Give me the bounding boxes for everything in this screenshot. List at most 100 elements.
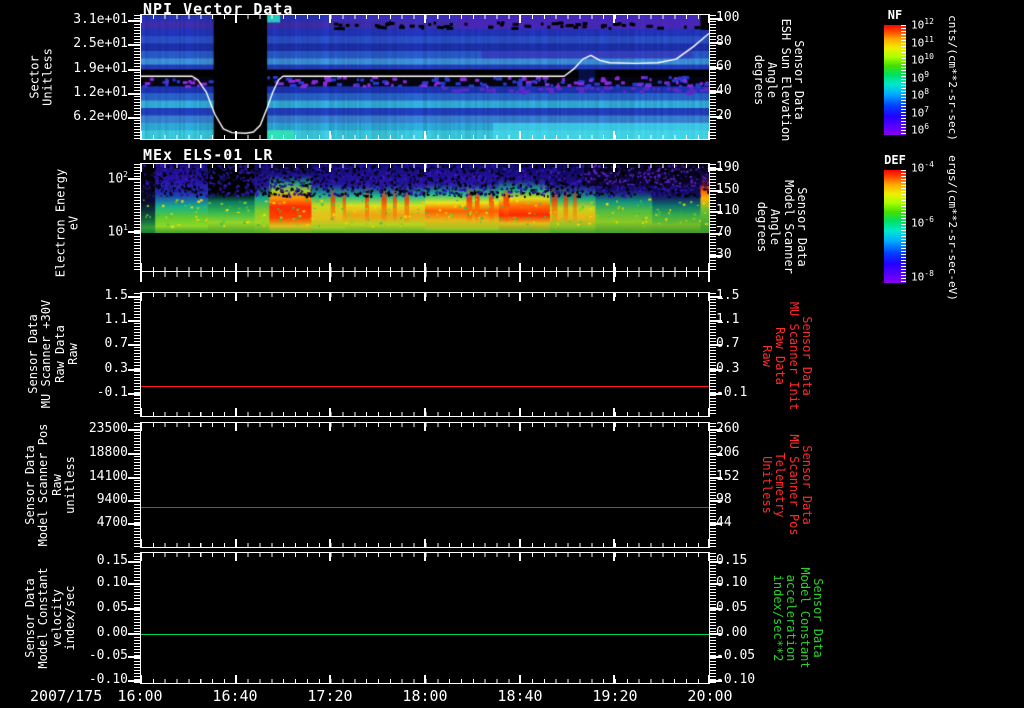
axis-tick-label-right: 150: [716, 182, 740, 197]
axis-tick-label-left: 0.7: [104, 336, 128, 351]
nf-colorbar-title: NF: [887, 8, 903, 22]
x-major-tick-top: [518, 293, 521, 301]
x-major-tick-below: [613, 272, 616, 282]
x-major-tick-bottom: [613, 675, 616, 683]
y-major-tick-right: [710, 67, 722, 69]
x-major-tick-bottom: [234, 408, 237, 416]
x-major-tick-top: [708, 293, 710, 301]
time-tick-label: 16:40: [212, 687, 258, 705]
axis-tick-label-right: 260: [716, 421, 740, 436]
axis-tick-label-right: 70: [716, 225, 732, 240]
axis-tick-label-right: 0.15: [716, 553, 748, 568]
axis-tick-label-left: -0.05: [88, 648, 128, 663]
x-major-tick-bottom: [329, 408, 332, 416]
time-tick-label: 20:00: [687, 687, 733, 705]
model-constant-panel: [128, 552, 722, 684]
axis-tick-label-right: 0.05: [716, 600, 748, 615]
y-major-tick-right: [710, 608, 722, 610]
colorbar-tick-label: 109: [911, 70, 930, 85]
x-major-tick-bottom: [613, 131, 616, 139]
def-colorbar-units: ergs/(cm**2-sr-sec-eV): [946, 155, 960, 301]
y-minor-ticks-right: [710, 553, 716, 683]
x-major-tick-top: [613, 15, 616, 23]
x-major-tick-top: [613, 423, 616, 431]
x-major-tick-bottom: [708, 408, 710, 416]
x-major-tick-top: [613, 553, 616, 561]
axis-tick-label-right: 40: [716, 83, 732, 98]
y-minor-ticks-left: [134, 553, 140, 683]
axis-tick-label-left: 3.1e+01: [73, 12, 128, 27]
y-major-tick-right: [710, 583, 722, 585]
axis-label-right: Sensor Data Model Constant acceleration …: [770, 567, 825, 669]
axis-tick-label-right: 80: [716, 34, 732, 49]
y-major-tick-left: [128, 178, 140, 180]
y-major-tick-right: [710, 255, 722, 257]
npi-sector-heatmap-panel: [128, 14, 722, 140]
x-major-tick-bottom: [234, 539, 237, 547]
def-colorbar: [884, 170, 906, 283]
y-major-tick-left: [128, 44, 140, 46]
y-minor-ticks-right: [710, 423, 716, 547]
x-major-tick-bottom: [613, 408, 616, 416]
y-major-tick-left: [128, 633, 140, 635]
mu-scanner-30v-panel: [128, 292, 722, 417]
npi-heatmap-canvas: [141, 15, 709, 139]
x-major-tick-bottom: [613, 263, 616, 271]
axis-tick-label-left: 1.5: [104, 288, 128, 303]
x-major-tick-top: [424, 15, 426, 23]
x-major-tick-bottom: [708, 263, 710, 271]
x-major-tick-below: [518, 272, 521, 282]
y-major-tick-right: [710, 656, 722, 658]
axis-label-left: Sensor Data Model Constant velocity inde…: [23, 567, 78, 669]
x-major-tick-bottom: [234, 675, 237, 683]
y-major-tick-left: [128, 296, 140, 298]
x-major-tick-top: [234, 553, 237, 561]
x-major-tick-bottom: [424, 263, 426, 271]
y-major-tick-right: [710, 680, 722, 682]
axis-tick-label-left: 0.3: [104, 361, 128, 376]
x-major-tick-top: [708, 423, 710, 431]
y-major-tick-right: [710, 42, 722, 44]
axis-tick-label-right: 152: [716, 469, 740, 484]
x-major-tick-top: [518, 164, 521, 172]
axis-tick-label-right: -0.05: [716, 648, 756, 663]
axis-tick-label-left: 1.9e+01: [73, 61, 128, 76]
axis-tick-label-left: 18800: [88, 445, 128, 460]
x-major-tick-top: [708, 15, 710, 23]
axis-tick-label-left: 0.10: [96, 575, 128, 590]
x-major-tick-top: [424, 164, 426, 172]
x-major-tick-top: [518, 423, 521, 431]
x-major-tick-bottom: [329, 263, 332, 271]
y-major-tick-left: [128, 500, 140, 502]
scanner-pos-panel: [128, 422, 722, 548]
axis-tick-label-left: -0.1: [96, 385, 128, 400]
els-spectrogram-canvas: [141, 164, 709, 233]
x-major-tick-bottom: [518, 131, 521, 139]
y-major-tick-left: [128, 117, 140, 119]
axis-tick-label-right: 30: [716, 247, 732, 262]
x-major-tick-bottom: [329, 675, 332, 683]
axis-label-right: Sensor Data Model Scanner Angle degrees: [754, 180, 809, 274]
x-major-tick-top: [708, 164, 710, 172]
nf-colorbar: [884, 25, 906, 135]
axis-tick-label-left: 1.2e+01: [73, 85, 128, 100]
x-major-tick-top: [140, 293, 142, 301]
x-major-tick-top: [234, 15, 237, 23]
x-major-tick-top: [329, 553, 332, 561]
x-major-tick-top: [329, 164, 332, 172]
time-tick-label: 16:00: [117, 687, 163, 705]
x-major-tick-bottom: [424, 675, 426, 683]
axis-tick-label-left: 101: [107, 223, 128, 240]
x-major-tick-bottom: [708, 539, 710, 547]
y-major-tick-right: [710, 168, 722, 170]
x-major-tick-bottom: [234, 131, 237, 139]
y-major-tick-left: [128, 453, 140, 455]
x-major-tick-top: [424, 293, 426, 301]
x-major-tick-top: [140, 15, 142, 23]
y-major-tick-left: [128, 477, 140, 479]
x-major-tick-bottom: [140, 263, 142, 271]
axis-tick-label-left: 1.1: [104, 312, 128, 327]
x-major-tick-top: [708, 553, 710, 561]
x-major-tick-bottom: [140, 131, 142, 139]
